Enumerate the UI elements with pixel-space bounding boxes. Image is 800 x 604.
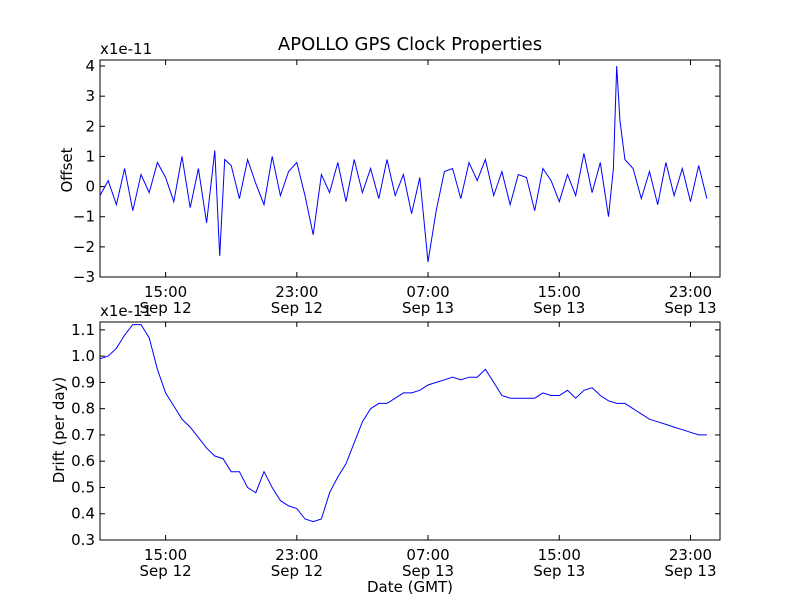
drift-x-tick-date: Sep 12 [140,562,192,580]
drift-x-tick-time: 15:00 [144,546,187,564]
drift-x-tick-date: Sep 13 [533,562,585,580]
drift-y-tick-label: 0.8 [71,400,95,418]
drift-x-tick-time: 07:00 [406,546,449,564]
offset-y-tick-label: 0 [85,178,95,196]
offset-y-tick-label: 4 [85,57,95,75]
offset-x-tick-date: Sep 13 [664,299,716,317]
offset-plot-frame [99,59,721,278]
drift-panel: x1e-11 Drift (per day) Date (GMT) 0.3 0.4… [50,302,721,596]
offset-x-tick-time: 23:00 [669,283,712,301]
drift-y-tick-label: 0.7 [71,426,95,444]
drift-y-tick-label: 1.1 [71,321,95,339]
drift-series-line [99,324,707,523]
drift-y-tick-label: 0.9 [71,373,95,391]
offset-x-tick-time: 23:00 [275,283,318,301]
offset-x-tick-date: Sep 12 [271,299,323,317]
drift-x-tick-time: 15:00 [538,546,581,564]
offset-x-tick-date: Sep 13 [402,299,454,317]
offset-y-tick-label: 1 [85,147,95,165]
offset-x-tick-date: Sep 12 [140,299,192,317]
offset-y-multiplier: x1e-11 [100,40,152,58]
x-axis-label: Date (GMT) [367,578,453,596]
drift-x-tick-date: Sep 12 [271,562,323,580]
offset-y-tick-label: 3 [85,87,95,105]
drift-plot-frame [99,321,721,541]
offset-x-tick-time: 07:00 [406,283,449,301]
drift-y-axis-label: Drift (per day) [50,377,68,484]
drift-y-tick-label: 0.5 [71,478,95,496]
drift-x-tick-date: Sep 13 [664,562,716,580]
offset-series-line [99,65,708,262]
offset-x-tick-time: 15:00 [144,283,187,301]
drift-x-tick-time: 23:00 [275,546,318,564]
offset-y-tick-label: −1 [73,208,95,226]
offset-x-tick-time: 15:00 [538,283,581,301]
drift-y-tick-label: 0.4 [71,505,95,523]
drift-y-tick-label: 1.0 [71,347,95,365]
chart-title: APOLLO GPS Clock Properties [278,34,542,55]
offset-y-tick-label: −2 [73,238,95,256]
offset-x-tick-date: Sep 13 [533,299,585,317]
drift-y-tick-label: 0.6 [71,452,95,470]
offset-y-tick-label: −3 [73,268,95,286]
offset-y-axis-label: Offset [58,147,76,192]
drift-y-tick-label: 0.3 [71,531,95,549]
offset-y-tick-label: 2 [85,117,95,135]
drift-x-tick-time: 23:00 [669,546,712,564]
drift-x-tick-date: Sep 13 [402,562,454,580]
drift-y-multiplier: x1e-11 [100,302,152,320]
